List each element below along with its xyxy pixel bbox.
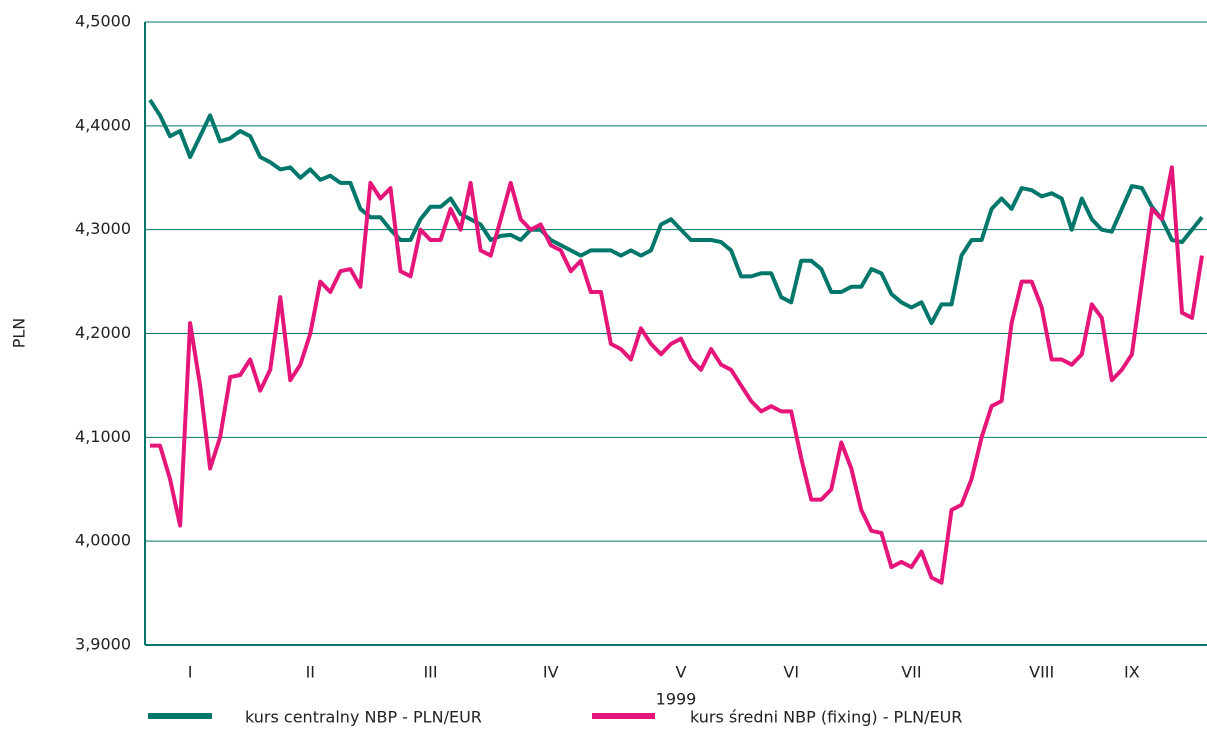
- y-tick-label: 4,1000: [75, 427, 131, 446]
- legend-label: kurs średni NBP (fixing) - PLN/EUR: [690, 708, 962, 727]
- x-tick-label: II: [306, 663, 315, 682]
- x-tick-label: V: [676, 663, 687, 682]
- legend-label: kurs centralny NBP - PLN/EUR: [245, 708, 482, 727]
- x-tick-label: IV: [543, 663, 559, 682]
- series-line: [150, 165, 1204, 585]
- x-tick-label: VIII: [1029, 663, 1054, 682]
- y-tick-label: 4,3000: [75, 219, 131, 238]
- x-tick-label: I: [188, 663, 193, 682]
- series-line: [148, 98, 1204, 326]
- x-tick-label: VII: [901, 663, 921, 682]
- y-tick-label: 3,9000: [75, 635, 131, 654]
- x-tick-label: VI: [783, 663, 799, 682]
- y-tick-label: 4,2000: [75, 323, 131, 342]
- x-tick-label: III: [423, 663, 437, 682]
- y-tick-label: 4,5000: [75, 12, 131, 31]
- y-axis-label: PLN: [10, 318, 29, 349]
- x-axis-label: 1999: [656, 690, 697, 709]
- y-tick-label: 4,0000: [75, 531, 131, 550]
- y-tick-label: 4,4000: [75, 115, 131, 134]
- x-tick-label: IX: [1124, 663, 1140, 682]
